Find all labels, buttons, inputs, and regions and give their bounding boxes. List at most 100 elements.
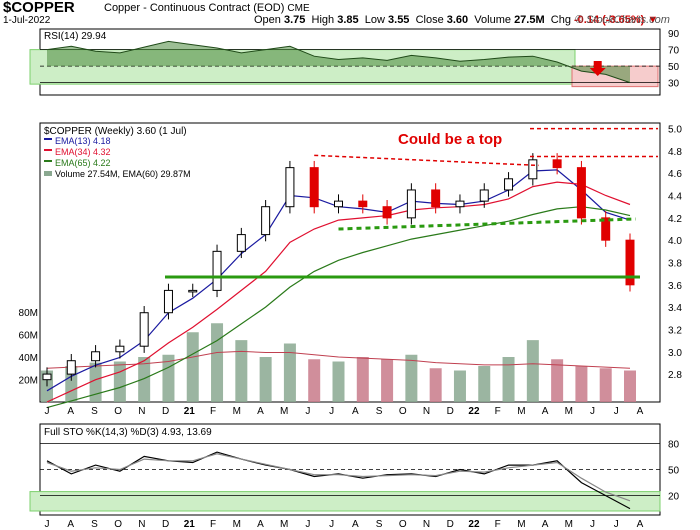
price-tick-label: 4.2 — [668, 214, 682, 225]
x-tick-label: A — [352, 406, 359, 417]
candle-body — [552, 159, 562, 169]
volume-bar — [138, 357, 151, 402]
sto-tick-label: 50 — [668, 466, 680, 477]
sto-oversold-zone — [29, 491, 661, 512]
candle-body — [528, 159, 538, 180]
x-tick-label: S — [376, 406, 383, 417]
candle-body — [431, 189, 441, 208]
x-tick-label: F — [210, 406, 216, 417]
close-value: 3.60 — [446, 14, 469, 26]
volume-bar — [575, 366, 588, 402]
candle-body — [212, 250, 222, 291]
x-tick-label: S — [91, 406, 98, 417]
x-tick-label: A — [637, 406, 644, 417]
candle-body — [479, 189, 489, 202]
x-tick-label: D — [447, 406, 454, 417]
price-tick-label: 4.8 — [668, 147, 682, 158]
volume-bar — [356, 357, 369, 402]
stockcharts-brand: © StockCharts.com — [575, 14, 670, 26]
sto-x-tick-label: F — [495, 519, 501, 530]
description-label: Copper - Continuous Contract (EOD) CME — [104, 2, 310, 14]
candle-body — [261, 206, 271, 236]
candle-body — [406, 189, 416, 219]
high-value: 3.85 — [337, 14, 359, 26]
sto-x-tick-label: N — [423, 519, 430, 530]
volume-value: 27.5M — [514, 14, 545, 26]
x-tick-label: M — [233, 406, 241, 417]
chg-value: -0.14 (-3.65%) — [574, 14, 645, 26]
rsi-tick-label: 30 — [668, 79, 680, 90]
x-tick-label: A — [542, 406, 549, 417]
sto-x-tick-label: D — [162, 519, 169, 530]
volume-tick-label: 40M — [19, 353, 38, 364]
candle-body — [358, 200, 368, 208]
price-panel-frame — [39, 122, 661, 403]
sto-line-pct-d — [46, 453, 631, 502]
candle-body — [334, 200, 343, 208]
sto-x-tick-label: 22 — [468, 519, 480, 530]
candle-body — [576, 167, 586, 219]
price-tick-label: 4.6 — [668, 169, 682, 180]
x-tick-label: J — [614, 406, 619, 417]
rsi-line — [46, 40, 631, 84]
x-tick-label: F — [495, 406, 501, 417]
rsi-tick-label: 70 — [668, 46, 680, 57]
sto-x-tick-label: S — [376, 519, 383, 530]
price-tick-label: 5.0 — [668, 125, 682, 136]
price-tick-label: 3.6 — [668, 281, 682, 292]
open-value: 3.75 — [283, 14, 306, 26]
candle-body — [236, 234, 246, 252]
x-tick-label: A — [67, 406, 74, 417]
price-legend: $COPPER (Weekly) 3.60 (1 Jul) — [44, 126, 187, 137]
sto-x-tick-label: M — [517, 519, 525, 530]
volume-bar — [186, 332, 199, 402]
volume-bar — [211, 323, 224, 402]
volume-tick-label: 80M — [19, 308, 38, 319]
candle-body — [66, 360, 76, 375]
sto-x-tick-label: O — [399, 519, 407, 530]
volume-bar — [526, 340, 539, 402]
x-tick-label: M — [565, 406, 573, 417]
legend-swatch — [44, 171, 52, 176]
symbol-label: $COPPER — [3, 0, 75, 16]
rsi-area — [47, 41, 630, 83]
legend-entry: EMA(13) 4.18 — [55, 136, 111, 146]
sto-x-tick-label: M — [233, 519, 241, 530]
sto-tick-label: 80 — [668, 439, 680, 450]
chg-down-arrow-icon: ▼ — [647, 14, 659, 26]
price-tick-label: 4.0 — [668, 236, 682, 247]
volume-bar — [429, 368, 442, 402]
volume-tick-label: 20M — [19, 376, 38, 387]
volume-bar — [89, 362, 102, 402]
ohlc-summary: Open 3.75 High 3.85 Low 3.55 Close 3.60 … — [254, 14, 658, 26]
candle-body — [625, 239, 635, 286]
volume-bar — [453, 370, 466, 402]
exchange-label: CME — [287, 3, 310, 14]
trendline — [314, 154, 539, 167]
price-tick-label: 3.8 — [668, 259, 682, 270]
sto-x-tick-label: J — [45, 519, 50, 530]
candle-body — [601, 217, 611, 241]
x-tick-label: J — [45, 406, 50, 417]
volume-bar — [259, 357, 272, 402]
sto-x-tick-label: J — [305, 519, 310, 530]
x-tick-label: D — [162, 406, 169, 417]
sto-x-tick-label: A — [257, 519, 264, 530]
rsi-legend: RSI(14) 29.94 — [44, 31, 107, 42]
ema-line-ema34 — [46, 181, 631, 403]
sto-x-tick-label: F — [210, 519, 216, 530]
candle-body — [42, 373, 52, 381]
trendline — [338, 217, 636, 231]
low-value: 3.55 — [388, 14, 410, 26]
candle-body — [115, 345, 125, 353]
volume-bar — [502, 357, 515, 402]
x-tick-label: 21 — [184, 406, 196, 417]
x-tick-label: J — [329, 406, 334, 417]
legend-swatch — [44, 160, 52, 162]
high-label: High — [311, 14, 335, 26]
rsi-tick-label: 50 — [668, 62, 680, 73]
rsi-tick-label: 90 — [668, 29, 680, 40]
sto-x-tick-label: J — [329, 519, 334, 530]
x-tick-label: A — [257, 406, 264, 417]
sto-tick-label: 20 — [668, 492, 680, 503]
